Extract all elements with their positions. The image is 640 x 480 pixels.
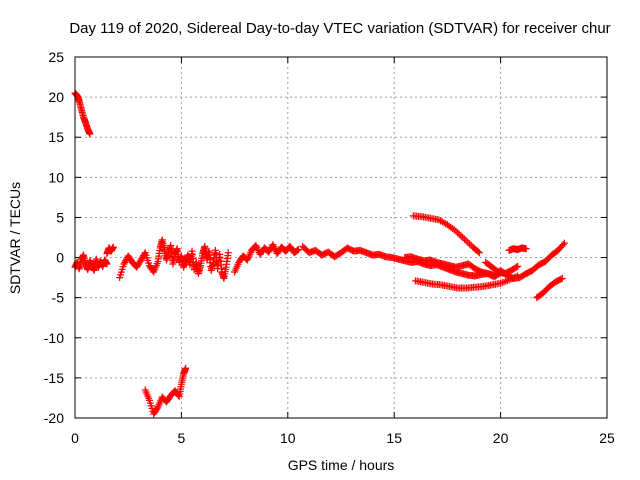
x-tick-label: 10 bbox=[280, 430, 296, 446]
y-tick-label: 15 bbox=[48, 129, 64, 145]
data-point bbox=[500, 278, 508, 286]
data-point bbox=[120, 260, 128, 268]
data-point bbox=[557, 275, 565, 283]
data-point bbox=[460, 235, 468, 243]
x-tick-label: 25 bbox=[599, 430, 615, 446]
data-point bbox=[122, 257, 130, 265]
data-point bbox=[560, 239, 568, 247]
data-point bbox=[464, 238, 472, 246]
data-point bbox=[502, 277, 510, 285]
grid-lines bbox=[75, 57, 607, 418]
data-point bbox=[121, 258, 129, 266]
data-point bbox=[109, 243, 117, 251]
y-tick-label: -5 bbox=[52, 290, 65, 306]
data-point bbox=[452, 227, 460, 235]
data-points bbox=[71, 89, 568, 418]
data-point bbox=[294, 246, 302, 254]
data-point bbox=[153, 404, 161, 412]
data-point bbox=[466, 240, 474, 248]
data-point bbox=[514, 272, 522, 280]
x-tick-label: 15 bbox=[386, 430, 402, 446]
y-tick-label: 25 bbox=[48, 49, 64, 65]
data-point bbox=[510, 274, 518, 282]
data-point bbox=[459, 234, 467, 241]
data-point bbox=[509, 274, 517, 282]
x-tick-label: 20 bbox=[493, 430, 509, 446]
y-tick-label: 20 bbox=[48, 89, 64, 105]
data-point bbox=[497, 279, 505, 287]
y-tick-label: -15 bbox=[44, 370, 64, 386]
data-point bbox=[474, 248, 482, 256]
data-point bbox=[522, 245, 530, 253]
data-point bbox=[224, 249, 232, 257]
data-point bbox=[514, 262, 522, 270]
data-point bbox=[174, 391, 182, 399]
data-point bbox=[512, 273, 520, 281]
y-tick-label: -20 bbox=[44, 410, 64, 426]
data-point bbox=[293, 247, 301, 255]
y-tick-label: -10 bbox=[44, 330, 64, 346]
data-point bbox=[140, 250, 148, 258]
y-tick-label: 5 bbox=[56, 209, 64, 225]
data-point bbox=[294, 246, 302, 254]
data-point bbox=[559, 241, 567, 249]
chart-title: Day 119 of 2020, Sidereal Day-to-day VTE… bbox=[69, 20, 610, 37]
data-point bbox=[457, 232, 465, 240]
data-point bbox=[498, 279, 506, 287]
data-point bbox=[503, 277, 511, 285]
y-tick-label: 10 bbox=[48, 169, 64, 185]
plot-frame bbox=[74, 56, 608, 419]
x-axis-label: GPS time / hours bbox=[288, 457, 395, 473]
axis-ticks: 0 5 10 15 20 25 -20 -15 -10 -5 0 5 10 15 20 25 bbox=[44, 49, 615, 446]
data-point bbox=[462, 237, 470, 245]
data-point bbox=[103, 260, 111, 268]
y-tick-label: 0 bbox=[56, 250, 64, 266]
data-point bbox=[475, 249, 483, 257]
data-point bbox=[507, 275, 515, 283]
data-point bbox=[182, 364, 190, 372]
data-point bbox=[512, 263, 520, 271]
x-tick-label: 0 bbox=[71, 430, 79, 446]
x-tick-label: 5 bbox=[178, 430, 186, 446]
data-point bbox=[455, 230, 463, 238]
data-point bbox=[505, 276, 513, 284]
data-point bbox=[454, 229, 462, 237]
data-point bbox=[86, 130, 94, 138]
y-axis-label: SDTVAR / TECUs bbox=[7, 182, 23, 294]
data-point bbox=[558, 274, 566, 282]
